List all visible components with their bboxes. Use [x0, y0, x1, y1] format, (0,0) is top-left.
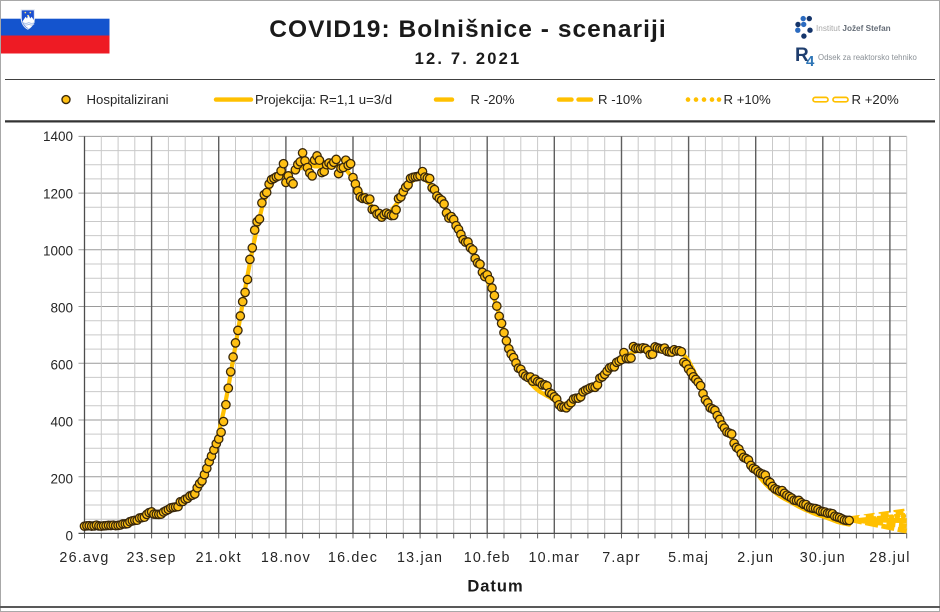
svg-text:Institut Jožef Stefan: Institut Jožef Stefan — [816, 24, 891, 33]
svg-text:1200: 1200 — [43, 186, 73, 201]
svg-text:200: 200 — [50, 472, 73, 487]
svg-text:16.dec: 16.dec — [328, 550, 378, 566]
svg-text:7.apr: 7.apr — [602, 550, 641, 566]
svg-text:21.okt: 21.okt — [196, 550, 242, 566]
svg-text:18.nov: 18.nov — [261, 550, 311, 566]
svg-text:1000: 1000 — [43, 243, 73, 258]
svg-text:23.sep: 23.sep — [127, 550, 177, 566]
svg-text:Projekcija: R=1,1 u=3/d: Projekcija: R=1,1 u=3/d — [255, 92, 392, 107]
svg-text:Odsek za reaktorsko tehniko: Odsek za reaktorsko tehniko — [818, 53, 917, 62]
svg-text:13.jan: 13.jan — [397, 550, 443, 566]
svg-text:Datum: Datum — [467, 578, 523, 596]
svg-text:400: 400 — [50, 415, 73, 430]
svg-text:10.mar: 10.mar — [528, 550, 580, 566]
svg-text:2.jun: 2.jun — [737, 550, 774, 566]
svg-text:26.avg: 26.avg — [59, 550, 109, 566]
svg-text:800: 800 — [50, 300, 73, 315]
svg-text:10.feb: 10.feb — [464, 550, 511, 566]
svg-text:5.maj: 5.maj — [668, 550, 709, 566]
svg-text:R -20%: R -20% — [471, 92, 515, 107]
svg-text:0: 0 — [65, 529, 73, 544]
svg-text:600: 600 — [50, 357, 73, 372]
svg-text:1400: 1400 — [43, 129, 73, 144]
svg-text:R -10%: R -10% — [598, 92, 642, 107]
svg-text:R +20%: R +20% — [852, 92, 900, 107]
svg-text:R: R — [795, 45, 809, 66]
svg-text:30.jun: 30.jun — [800, 550, 846, 566]
svg-text:28.jul: 28.jul — [869, 550, 910, 566]
svg-text:4: 4 — [806, 53, 815, 70]
svg-text:R +10%: R +10% — [724, 92, 772, 107]
svg-text:Hospitalizirani: Hospitalizirani — [87, 92, 169, 107]
